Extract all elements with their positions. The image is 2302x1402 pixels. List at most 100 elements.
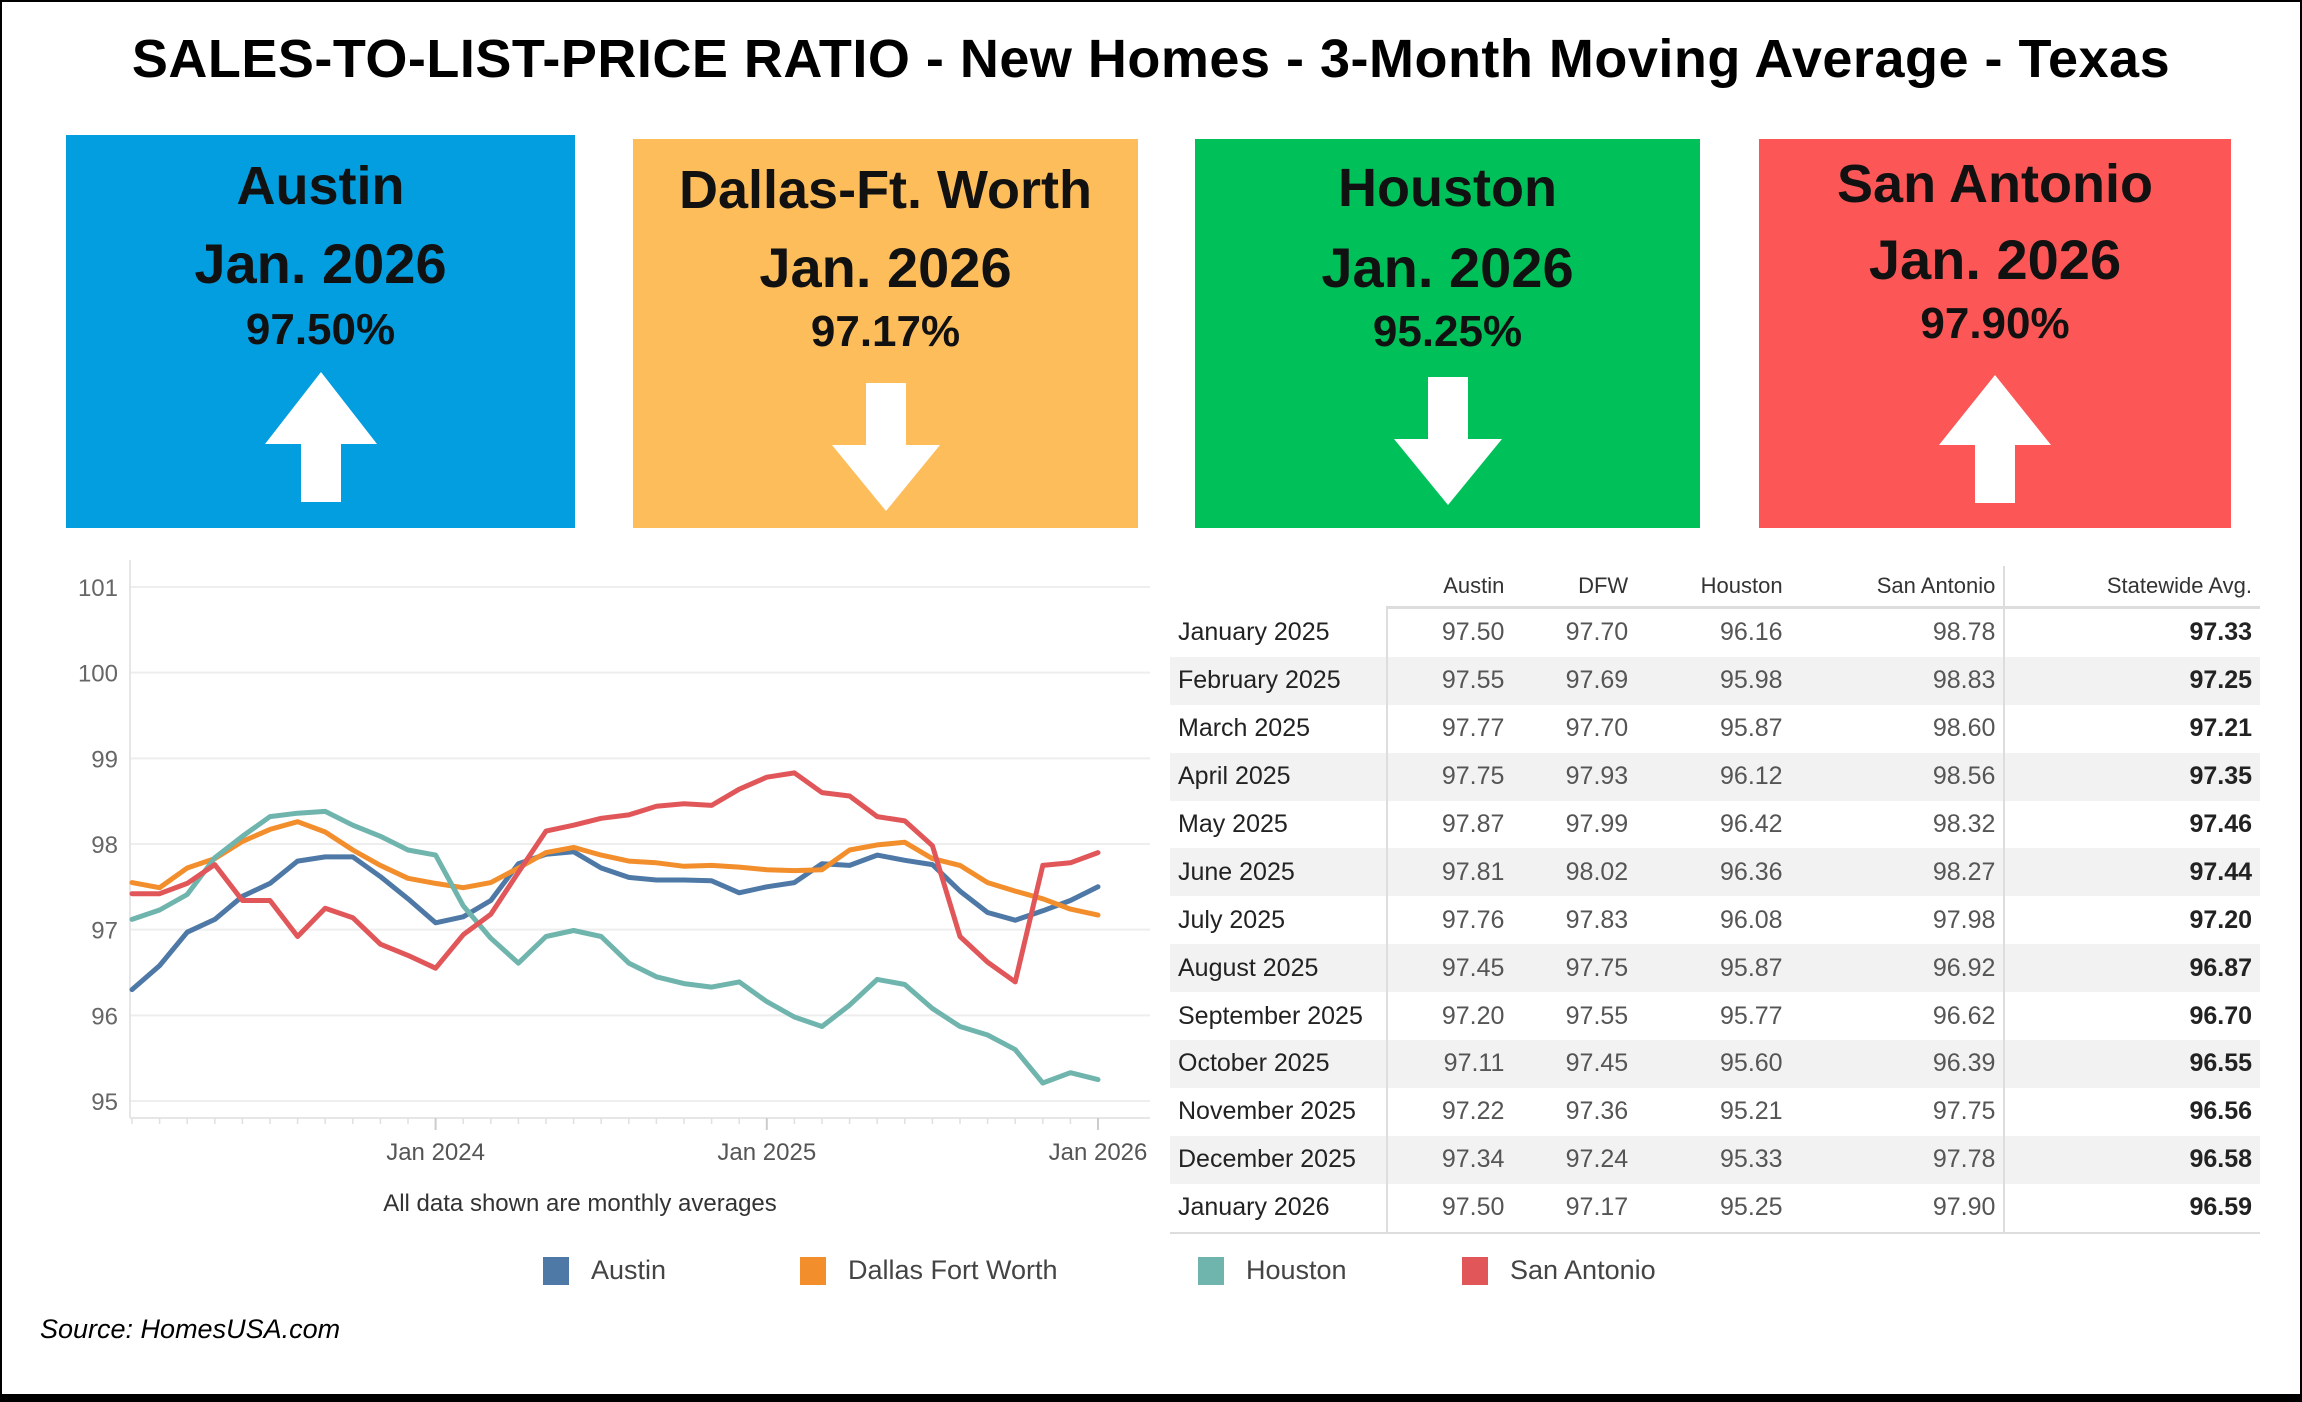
card-date: Jan. 2026	[194, 232, 447, 295]
y-tick-label: 96	[91, 1003, 118, 1030]
table-cell: 97.55	[1387, 656, 1513, 705]
card-city: Dallas-Ft. Worth	[678, 160, 1092, 220]
card-value: 97.17%	[810, 307, 961, 356]
y-tick-label: 95	[91, 1089, 118, 1116]
y-tick-label: 97	[91, 918, 118, 945]
table-cell: 95.25	[1636, 1183, 1791, 1234]
arrow-down-icon	[1393, 377, 1502, 505]
card-city: San Antonio	[1837, 154, 2153, 214]
row-label: January 2025	[1170, 607, 1388, 657]
card-san-antonio: San Antonio Jan. 2026 97.90%	[1759, 139, 2231, 528]
legend-item-austin[interactable]: Austin	[543, 1255, 666, 1286]
card-date: Jan. 2026	[759, 236, 1012, 299]
table-cell: 97.77	[1441, 714, 1505, 743]
table-cell: 97.69	[1512, 656, 1637, 705]
y-tick-label: 99	[91, 746, 118, 773]
table-cell: 95.87	[1720, 714, 1783, 743]
table-cell: 95.60	[1636, 1040, 1791, 1088]
card-date: Jan. 2026	[1321, 236, 1574, 299]
table-cell: 97.21	[2003, 704, 2260, 753]
table-cell: 96.70	[2003, 992, 2260, 1041]
legend-label: Dallas Fort Worth	[848, 1255, 1058, 1285]
table-cell: 95.87	[1636, 944, 1791, 993]
legend-swatch	[1198, 1256, 1224, 1285]
table-row: March 2025 97.77 97.70 95.87 98.60 97.21	[1170, 704, 2260, 753]
legend-swatch	[543, 1256, 569, 1285]
line-chart: 101 100 99 98 97 96 95 Jan 2024 Jan 2025 Jan 2026	[78, 560, 1150, 1160]
table-cell: 96.55	[2003, 1040, 2260, 1088]
table-cell: 97.83	[1565, 905, 1629, 934]
card-dallas-ft-worth: Dallas-Ft. Worth Jan. 2026 97.17%	[633, 139, 1138, 528]
table-cell: 98.78	[1932, 618, 1996, 647]
table-cell: 98.60	[1932, 714, 1996, 743]
card-city: Houston	[1338, 158, 1557, 218]
table-cell: 96.12	[1636, 752, 1791, 801]
table-cell: 97.78	[1790, 1135, 2005, 1184]
x-tick-label: Jan 2025	[717, 1139, 816, 1160]
table-cell: 96.56	[2003, 1087, 2260, 1136]
card-houston: Houston Jan. 2026 95.25%	[1195, 139, 1700, 528]
table-cell: 97.93	[1512, 752, 1637, 801]
row-label: March 2025	[1170, 704, 1388, 753]
card-date: Jan. 2026	[1868, 228, 2122, 291]
table-row: February 2025 97.55 97.69 95.98 98.83 97.25	[1170, 656, 2260, 705]
table-cell: 97.75	[1387, 752, 1513, 801]
legend-label: Austin	[591, 1255, 667, 1285]
table-cell: 97.76	[1441, 905, 1505, 934]
source-note: Source: HomesUSA.com	[40, 1314, 341, 1344]
table-cell: 96.62	[1932, 1001, 1996, 1030]
table-cell: 95.77	[1720, 1001, 1783, 1030]
chart-caption: All data shown are monthly averages	[383, 1190, 777, 1217]
table-row: October 2025 97.11 97.45 95.60 96.39 96.55	[1170, 1040, 2260, 1088]
table-cell: 97.75	[1512, 944, 1637, 993]
table-cell: 96.58	[2003, 1135, 2260, 1184]
table-cell: 97.45	[1512, 1040, 1637, 1088]
table-cell: 96.16	[1720, 618, 1783, 647]
page-title: SALES-TO-LIST-PRICE RATIO - New Homes - …	[131, 29, 2171, 89]
table-cell: 98.56	[1790, 752, 2005, 801]
table-cell: 97.20	[2003, 896, 2260, 945]
table-row: November 2025 97.22 97.36 95.21 97.75 96.56	[1170, 1087, 2260, 1136]
y-tick-label: 100	[78, 661, 118, 688]
card-city: Austin	[236, 156, 405, 216]
legend-item-san-antonio[interactable]: San Antonio	[1462, 1255, 1656, 1286]
legend-item-dallas-fort-worth[interactable]: Dallas Fort Worth	[800, 1255, 1058, 1286]
row-label: July 2025	[1170, 896, 1388, 945]
table-cell: 98.02	[1512, 848, 1637, 897]
row-label: December 2025	[1170, 1135, 1388, 1184]
table-cell: 97.11	[1387, 1040, 1513, 1088]
row-label: September 2025	[1170, 992, 1388, 1041]
chart-legend: Austin Dallas Fort Worth Houston San Ant…	[0, 1255, 1700, 1295]
table-row: January 2026 97.50 97.17 95.25 97.90 96.59	[1170, 1183, 2260, 1234]
row-label: August 2025	[1170, 944, 1388, 993]
table-cell: 97.22	[1441, 1097, 1505, 1126]
legend-label: Houston	[1246, 1255, 1347, 1285]
series-line-houston	[129, 808, 1101, 1086]
table-cell: 97.24	[1512, 1135, 1637, 1184]
legend-swatch	[1462, 1256, 1488, 1285]
column-header: San Antonio	[1790, 566, 2005, 609]
y-tick-label: 101	[78, 575, 118, 602]
table-cell: 97.46	[2003, 800, 2260, 849]
column-header: DFW	[1512, 566, 1637, 609]
row-label: June 2025	[1170, 848, 1388, 897]
table-cell: 96.08	[1720, 905, 1783, 934]
table-cell: 98.32	[1932, 810, 1996, 838]
row-label: February 2025	[1170, 656, 1388, 705]
table-cell: 97.50	[1387, 1183, 1513, 1234]
table-header-row: Austin DFW Houston San Antonio Statewide Avg…	[1170, 566, 2260, 609]
table-cell: 97.70	[1565, 714, 1629, 743]
row-label: January 2026	[1170, 1183, 1388, 1234]
table-cell: 98.27	[1790, 848, 2005, 897]
table-cell: 97.98	[1932, 905, 1996, 934]
table-cell: 96.36	[1636, 848, 1791, 897]
table-cell: 96.42	[1720, 810, 1783, 838]
table-cell: 97.55	[1565, 1001, 1629, 1030]
arrow-up-icon	[1939, 375, 2051, 503]
table-cell: 96.59	[2003, 1183, 2260, 1234]
table-cell: 96.92	[1790, 944, 2005, 993]
legend-item-houston[interactable]: Houston	[1198, 1255, 1347, 1286]
table-cell: 97.33	[2003, 607, 2260, 657]
table-cell: 97.45	[1387, 944, 1513, 993]
